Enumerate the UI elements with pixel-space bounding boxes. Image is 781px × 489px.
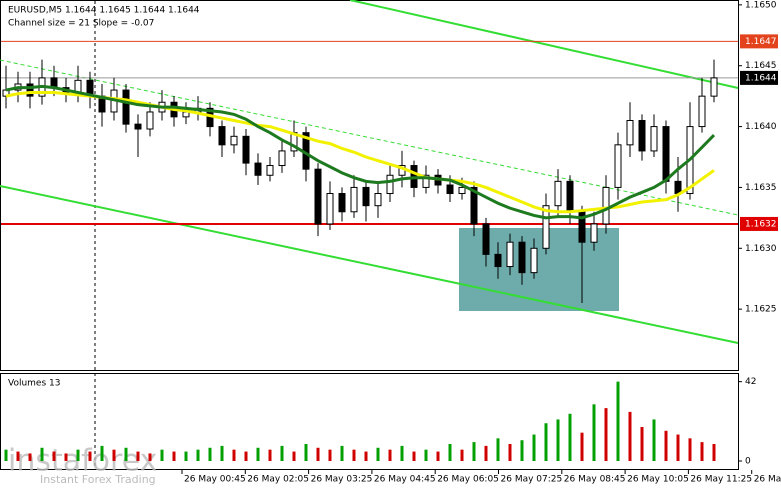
channel-line (349, 0, 739, 89)
candle-body (638, 119, 646, 152)
candle-body (698, 95, 706, 128)
moving-average (5, 84, 716, 220)
v-tick-label: 42 (745, 377, 756, 387)
candle-body (122, 89, 130, 125)
y-tick-label: 1.1635 (745, 183, 777, 193)
candle-body (542, 205, 550, 249)
level-label: 1.1632 (745, 219, 777, 229)
v-tick-label: 0 (745, 457, 751, 467)
x-tick-label: 26 May 08:45 (564, 475, 626, 485)
channel-line (0, 185, 739, 344)
x-tick-label: 26 May 02:05 (247, 475, 309, 485)
y-tick-label: 1.1640 (745, 122, 777, 132)
candle-body (254, 162, 262, 176)
candle-body (266, 165, 274, 176)
candle-body (602, 186, 610, 225)
candle-body (566, 180, 574, 213)
x-tick-label: 26 May 12:45 (754, 475, 781, 485)
candle-body (674, 180, 682, 195)
candle-body (374, 193, 382, 207)
level-label-box (740, 34, 778, 49)
candle-body (146, 111, 154, 130)
candle-body (314, 168, 322, 225)
candle-body (590, 223, 598, 243)
x-tick-label: 26 May 04:45 (374, 475, 436, 485)
volume-title: Volumes 13 (8, 379, 60, 389)
moving-average (5, 91, 715, 214)
candle-body (470, 186, 478, 225)
volume-pane (0, 373, 739, 470)
candle-body (518, 241, 526, 274)
level-label-box (740, 70, 778, 85)
watermark-sub: Instant Forex Trading (40, 473, 156, 486)
chart-title: EURUSD,M5 1.1644 1.1645 1.1644 1.1644 (8, 6, 200, 16)
candle-body (662, 126, 670, 182)
candle-body (26, 83, 34, 97)
x-tick-label: 26 May 07:25 (501, 475, 563, 485)
x-tick-label: 26 May 10:05 (627, 475, 689, 485)
level-label: 1.1647 (745, 37, 777, 47)
candle-body (530, 247, 538, 274)
candle-body (422, 174, 430, 188)
y-tick-label: 1.1625 (745, 305, 777, 315)
candle-body (458, 186, 466, 195)
watermark: instaforex (8, 444, 157, 479)
candle-body (134, 123, 142, 130)
level-label: 1.1644 (745, 73, 777, 83)
chart-subtitle: Channel size = 21 Slope = -0.07 (8, 19, 154, 29)
x-tick-label: 26 May 03:25 (311, 475, 373, 485)
y-tick-label: 1.1645 (745, 61, 777, 71)
x-tick-label: 26 May 00:45 (184, 475, 246, 485)
y-tick-label: 1.1630 (745, 244, 777, 254)
candle-body (506, 241, 514, 268)
candle-body (278, 150, 286, 167)
level-label-box (740, 216, 778, 231)
candle-body (494, 253, 502, 268)
candle-body (350, 186, 358, 213)
candle-body (326, 193, 334, 225)
candle-body (230, 135, 238, 146)
candle-body (242, 135, 250, 164)
candle-body (626, 119, 634, 146)
price-pane (0, 0, 739, 371)
x-tick-label: 26 May 06:05 (437, 475, 499, 485)
candle-body (446, 184, 454, 195)
candle-body (554, 180, 562, 207)
y-tick-label: 1.1650 (745, 0, 777, 10)
candle-body (386, 174, 394, 195)
candle-body (218, 126, 226, 146)
candle-body (614, 144, 622, 188)
candle-body (362, 186, 370, 207)
candle-body (338, 193, 346, 213)
candle-body (650, 126, 658, 152)
candle-body (482, 223, 490, 255)
candle-body (710, 77, 718, 97)
x-tick-label: 26 May 11:25 (690, 475, 752, 485)
